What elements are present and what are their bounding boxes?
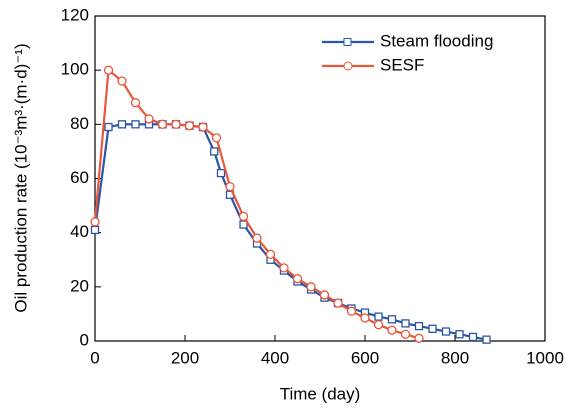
marker xyxy=(346,306,357,316)
marker xyxy=(90,217,100,227)
marker xyxy=(414,333,424,343)
y-tick-label: 20 xyxy=(70,276,89,295)
marker xyxy=(360,313,370,323)
marker xyxy=(482,335,491,344)
marker xyxy=(252,233,262,243)
marker xyxy=(238,211,249,222)
marker xyxy=(130,98,141,108)
marker xyxy=(387,315,397,324)
marker xyxy=(117,76,127,86)
marker xyxy=(292,274,303,284)
marker xyxy=(374,312,383,321)
marker xyxy=(144,114,154,124)
x-axis-label: Time (day) xyxy=(280,384,361,403)
series-line xyxy=(93,68,420,340)
marker xyxy=(131,120,140,129)
marker xyxy=(210,147,219,156)
marker xyxy=(373,320,384,330)
marker xyxy=(117,120,127,129)
marker xyxy=(198,122,208,132)
legend-marker xyxy=(343,61,353,71)
y-tick-label: 0 xyxy=(80,330,89,349)
y-tick-label: 40 xyxy=(70,222,89,241)
y-tick-label: 80 xyxy=(70,114,89,133)
x-tick-label: 200 xyxy=(171,348,199,367)
legend-label: SESF xyxy=(380,55,424,74)
marker xyxy=(157,119,168,129)
marker xyxy=(387,325,397,335)
marker xyxy=(441,327,451,336)
x-tick-label: 600 xyxy=(351,348,379,367)
marker xyxy=(414,321,424,331)
marker xyxy=(319,290,330,300)
marker xyxy=(306,282,316,292)
marker xyxy=(184,121,195,131)
x-tick-label: 1000 xyxy=(526,348,564,367)
marker xyxy=(333,298,343,308)
marker xyxy=(216,168,226,178)
legend-label: Steam flooding xyxy=(380,31,493,50)
y-tick-label: 60 xyxy=(70,168,89,187)
marker xyxy=(103,65,114,75)
marker xyxy=(279,263,289,273)
x-tick-label: 0 xyxy=(90,348,99,367)
series-line xyxy=(93,123,487,341)
marker xyxy=(265,249,276,259)
marker xyxy=(171,119,181,129)
marker xyxy=(225,181,235,192)
marker xyxy=(401,319,410,328)
marker xyxy=(104,122,113,132)
marker xyxy=(455,330,464,339)
y-tick-label: 120 xyxy=(61,5,89,24)
x-tick-label: 800 xyxy=(441,348,469,367)
marker xyxy=(211,133,222,143)
y-axis-label: Oil production rate (10⁻³m³·(m·d)⁻¹) xyxy=(11,43,30,312)
y-tick-label: 100 xyxy=(61,60,89,79)
legend-marker xyxy=(343,38,352,46)
marker xyxy=(400,329,411,339)
x-tick-label: 400 xyxy=(261,348,289,367)
marker xyxy=(468,332,478,342)
marker xyxy=(90,225,100,235)
marker xyxy=(428,324,437,333)
